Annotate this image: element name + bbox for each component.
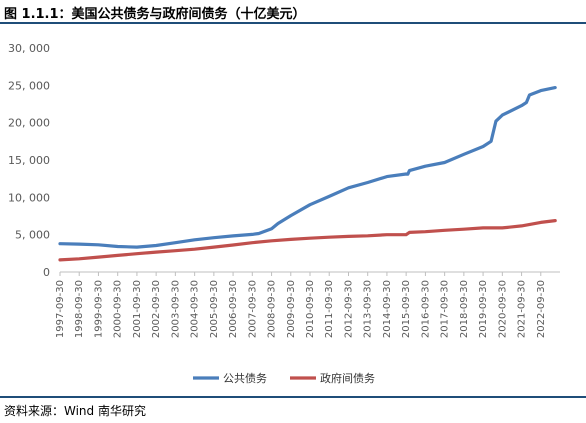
x-tick-label: 1999-09-30 — [93, 280, 104, 338]
x-tick-label: 2003-09-30 — [170, 280, 181, 338]
x-tick-label: 2020-09-30 — [497, 280, 508, 338]
x-tick-label: 2005-09-30 — [209, 280, 220, 338]
x-tick-label: 2010-09-30 — [305, 280, 316, 338]
x-tick-label: 2021-09-30 — [517, 280, 528, 338]
x-tick-label: 2016-09-30 — [420, 280, 431, 338]
page-title: 图 1.1.1：美国公共债务与政府间债务（十亿美元） — [4, 7, 306, 22]
y-tick-label: 25, 000 — [8, 79, 50, 92]
x-tick-label: 2022-09-30 — [536, 280, 547, 338]
x-tick-label: 2009-09-30 — [286, 280, 297, 338]
x-tick-label: 2011-09-30 — [324, 280, 335, 338]
y-tick-label: 10, 000 — [8, 191, 50, 204]
y-tick-label: 0 — [43, 266, 50, 279]
x-tick-label: 1998-09-30 — [74, 280, 85, 338]
x-tick-label: 2012-09-30 — [343, 280, 354, 338]
title-rule — [0, 22, 586, 24]
x-tick-label: 2004-09-30 — [190, 280, 201, 338]
legend: 公共债务 政府间债务 — [193, 371, 375, 385]
x-tick-label: 2001-09-30 — [132, 280, 143, 338]
series-line-1 — [58, 86, 557, 249]
x-tick-label: 2002-09-30 — [151, 280, 162, 338]
x-tick-label: 2013-09-30 — [363, 280, 374, 338]
x-tick-label: 2000-09-30 — [113, 280, 124, 338]
y-tick-label: 20, 000 — [8, 117, 50, 130]
x-tick-label: 1997-09-30 — [55, 280, 66, 338]
legend-label-2: 政府间债务 — [320, 371, 375, 385]
x-tick-label: 2017-09-30 — [440, 280, 451, 338]
debt-line-chart: 0 5, 000 10, 000 15, 000 20, 000 25, 000 30, 0… — [8, 42, 560, 385]
x-axis: 1997-09-30 1998-09-30 1999-09-30 2000-09-30… — [55, 271, 560, 338]
source-note: 资料来源：Wind 南华研究 — [4, 404, 146, 418]
y-tick-label: 30, 000 — [8, 42, 50, 55]
x-tick-label: 2018-09-30 — [459, 280, 470, 338]
source-rule — [0, 396, 586, 398]
series-lines — [58, 86, 557, 262]
x-tick-label: 2014-09-30 — [382, 280, 393, 338]
x-tick-label: 2015-09-30 — [401, 280, 412, 338]
x-tick-label: 2008-09-30 — [267, 280, 278, 338]
y-tick-label: 5, 000 — [15, 229, 50, 242]
x-tick-label: 2006-09-30 — [228, 280, 239, 338]
series-line-2 — [58, 219, 557, 262]
y-tick-label: 15, 000 — [8, 154, 50, 167]
x-tick-label: 2019-09-30 — [478, 280, 489, 338]
x-tick-label: 2007-09-30 — [247, 280, 258, 338]
legend-label-1: 公共债务 — [223, 371, 267, 385]
y-axis: 0 5, 000 10, 000 15, 000 20, 000 25, 000 30, 0… — [8, 42, 50, 279]
